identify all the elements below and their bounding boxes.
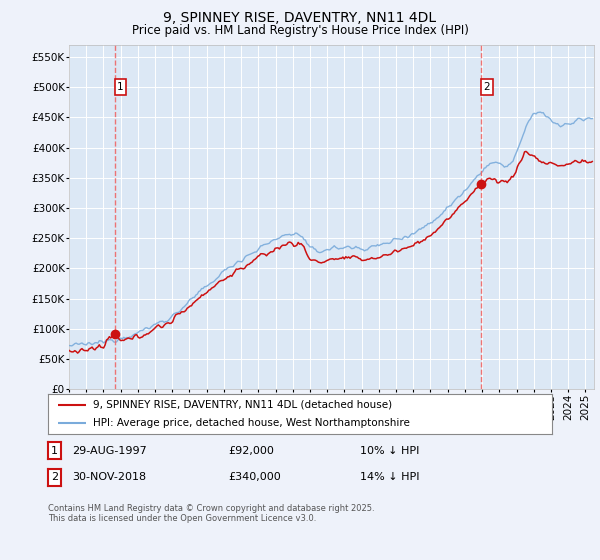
Text: 29-AUG-1997: 29-AUG-1997 [72, 446, 147, 456]
Text: 2: 2 [484, 82, 490, 92]
Text: £340,000: £340,000 [228, 472, 281, 482]
Text: 10% ↓ HPI: 10% ↓ HPI [360, 446, 419, 456]
Text: 1: 1 [51, 446, 58, 456]
Text: 9, SPINNEY RISE, DAVENTRY, NN11 4DL (detached house): 9, SPINNEY RISE, DAVENTRY, NN11 4DL (det… [94, 400, 392, 409]
Text: Price paid vs. HM Land Registry's House Price Index (HPI): Price paid vs. HM Land Registry's House … [131, 24, 469, 36]
Text: Contains HM Land Registry data © Crown copyright and database right 2025.
This d: Contains HM Land Registry data © Crown c… [48, 504, 374, 524]
Text: 2: 2 [51, 472, 58, 482]
Text: 9, SPINNEY RISE, DAVENTRY, NN11 4DL: 9, SPINNEY RISE, DAVENTRY, NN11 4DL [163, 11, 437, 25]
Text: HPI: Average price, detached house, West Northamptonshire: HPI: Average price, detached house, West… [94, 418, 410, 428]
Text: 1: 1 [117, 82, 124, 92]
Text: 14% ↓ HPI: 14% ↓ HPI [360, 472, 419, 482]
Text: 30-NOV-2018: 30-NOV-2018 [72, 472, 146, 482]
Text: £92,000: £92,000 [228, 446, 274, 456]
